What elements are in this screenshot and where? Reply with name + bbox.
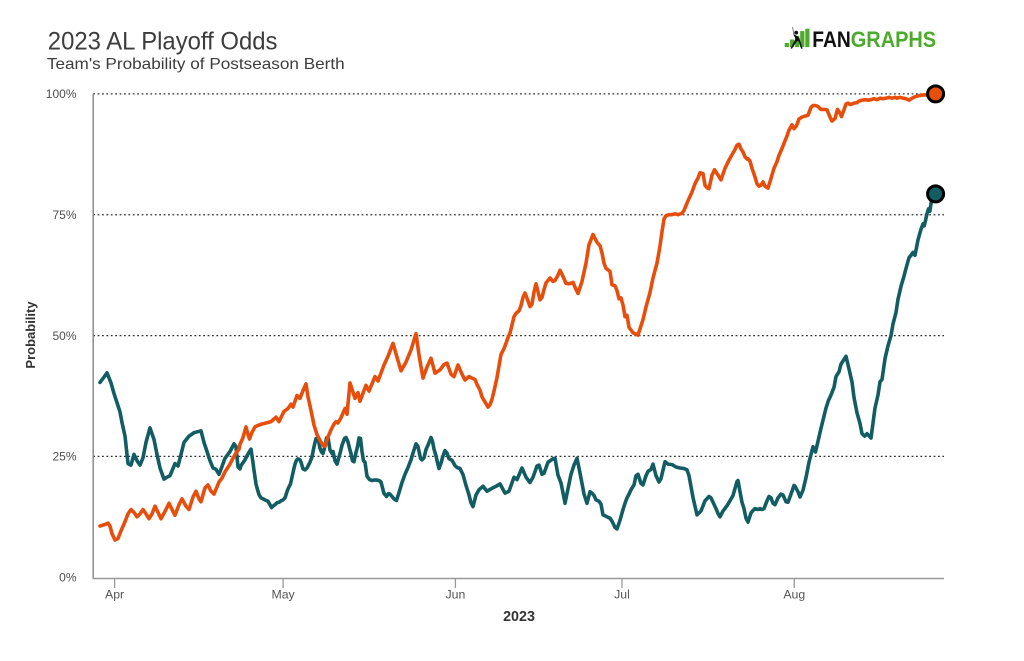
- svg-text:2023: 2023: [503, 609, 535, 625]
- svg-text:Apr: Apr: [105, 588, 124, 602]
- svg-text:Jul: Jul: [614, 588, 630, 602]
- svg-text:25%: 25%: [52, 450, 76, 464]
- svg-text:75%: 75%: [52, 208, 76, 222]
- svg-text:GRAPHS: GRAPHS: [851, 27, 936, 52]
- svg-text:FAN: FAN: [812, 27, 851, 52]
- svg-text:Team's Probability of Postseas: Team's Probability of Postseason Berth: [47, 56, 345, 73]
- svg-text:2023 AL Playoff Odds: 2023 AL Playoff Odds: [48, 28, 278, 56]
- svg-text:May: May: [271, 588, 295, 602]
- svg-text:0%: 0%: [59, 571, 77, 585]
- svg-text:50%: 50%: [52, 329, 76, 343]
- svg-text:Probability: Probability: [23, 301, 38, 369]
- svg-text:Jun: Jun: [445, 588, 465, 602]
- svg-text:Aug: Aug: [783, 588, 805, 602]
- svg-text:100%: 100%: [46, 87, 77, 101]
